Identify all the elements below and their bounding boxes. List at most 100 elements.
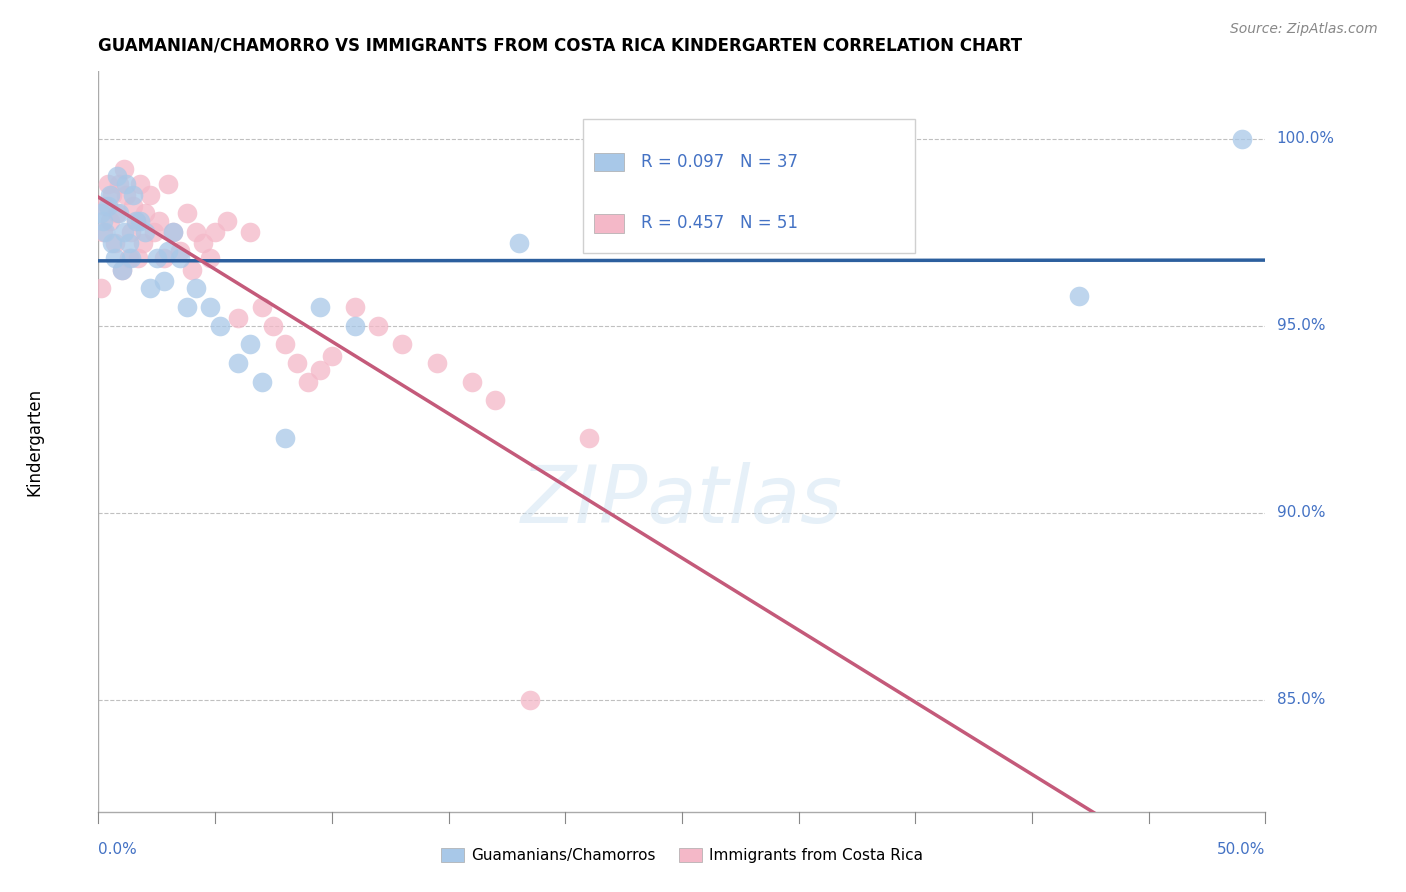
Point <box>186 281 208 295</box>
Point <box>122 199 145 213</box>
Point <box>112 161 135 176</box>
Point <box>250 375 273 389</box>
Point <box>105 169 128 183</box>
Point <box>129 214 152 228</box>
Point <box>176 206 198 220</box>
Point <box>228 311 250 326</box>
Point <box>228 356 250 370</box>
Point <box>125 214 148 228</box>
Point <box>152 274 174 288</box>
Point <box>426 356 449 370</box>
Point <box>215 214 238 228</box>
Point <box>139 281 162 295</box>
Point <box>108 177 131 191</box>
Point <box>120 252 142 266</box>
Point <box>101 187 124 202</box>
Point <box>1067 289 1090 303</box>
Point <box>94 225 117 239</box>
Point <box>134 225 156 239</box>
Point <box>152 252 174 266</box>
Point <box>118 236 141 251</box>
Point <box>101 236 124 251</box>
Point <box>169 252 191 266</box>
Text: R = 0.457   N = 51: R = 0.457 N = 51 <box>641 214 799 233</box>
Point <box>367 318 389 333</box>
Text: 95.0%: 95.0% <box>1277 318 1324 333</box>
Point <box>162 225 184 239</box>
Point <box>285 356 308 370</box>
Point <box>104 236 127 251</box>
FancyBboxPatch shape <box>595 214 624 233</box>
Point <box>90 206 112 220</box>
Point <box>157 177 180 191</box>
Point <box>208 318 231 333</box>
Point <box>461 375 484 389</box>
Point <box>274 431 297 445</box>
Point <box>508 236 530 251</box>
Point <box>143 225 166 239</box>
Point <box>134 206 156 220</box>
Point <box>97 177 120 191</box>
Point <box>578 431 600 445</box>
Point <box>148 214 170 228</box>
Point <box>200 252 222 266</box>
Point <box>115 177 138 191</box>
Point <box>91 225 114 239</box>
Point <box>129 177 152 191</box>
Text: ZIPatlas: ZIPatlas <box>520 462 844 540</box>
Point <box>118 252 141 266</box>
Point <box>176 300 198 314</box>
Point <box>105 206 128 220</box>
Point <box>239 225 262 239</box>
Point <box>132 236 155 251</box>
Point <box>309 363 332 377</box>
Point <box>111 262 134 277</box>
Point <box>193 236 215 251</box>
FancyBboxPatch shape <box>595 153 624 171</box>
Point <box>274 337 297 351</box>
Point <box>157 244 180 258</box>
Text: GUAMANIAN/CHAMORRO VS IMMIGRANTS FROM COSTA RICA KINDERGARTEN CORRELATION CHART: GUAMANIAN/CHAMORRO VS IMMIGRANTS FROM CO… <box>98 37 1022 54</box>
Point <box>186 225 208 239</box>
Text: 100.0%: 100.0% <box>1277 131 1334 146</box>
Point <box>1230 131 1253 145</box>
Point <box>250 300 273 314</box>
FancyBboxPatch shape <box>582 120 915 252</box>
Point <box>127 252 149 266</box>
Point <box>262 318 284 333</box>
Text: R = 0.097   N = 37: R = 0.097 N = 37 <box>641 153 799 171</box>
Point <box>239 337 262 351</box>
Point <box>98 214 121 228</box>
Point <box>108 206 131 220</box>
Point <box>94 199 117 213</box>
Point <box>112 225 135 239</box>
Point <box>104 252 127 266</box>
Point <box>115 187 138 202</box>
Point <box>139 187 162 202</box>
Point <box>111 262 134 277</box>
Point <box>321 349 343 363</box>
Point <box>125 214 148 228</box>
Point <box>180 262 202 277</box>
Point <box>309 300 332 314</box>
Point <box>519 692 541 706</box>
Point <box>200 300 222 314</box>
Point <box>391 337 413 351</box>
Point <box>98 187 121 202</box>
Text: 85.0%: 85.0% <box>1277 692 1324 707</box>
Point <box>97 199 120 213</box>
Text: Kindergarten: Kindergarten <box>25 387 44 496</box>
Text: 50.0%: 50.0% <box>1218 842 1265 857</box>
Point <box>90 281 112 295</box>
Point <box>122 187 145 202</box>
Point <box>297 375 319 389</box>
Text: Source: ZipAtlas.com: Source: ZipAtlas.com <box>1230 22 1378 37</box>
Point <box>162 225 184 239</box>
Text: 0.0%: 0.0% <box>98 842 138 857</box>
Point <box>169 244 191 258</box>
Point <box>91 214 114 228</box>
Text: 90.0%: 90.0% <box>1277 505 1324 520</box>
Point <box>204 225 226 239</box>
Point <box>484 393 506 408</box>
Legend: Guamanians/Chamorros, Immigrants from Costa Rica: Guamanians/Chamorros, Immigrants from Co… <box>440 848 924 863</box>
